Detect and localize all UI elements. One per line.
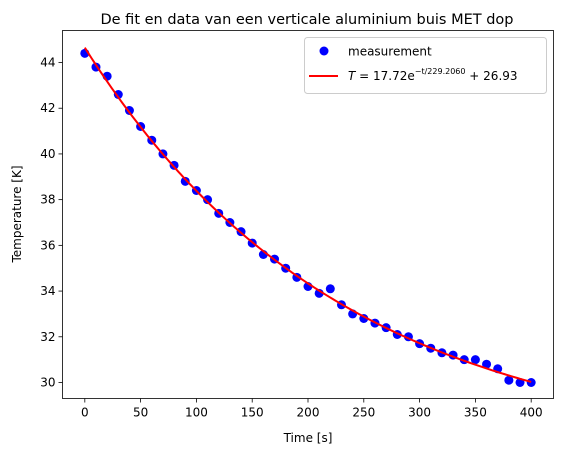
measurement-point: [325, 284, 335, 294]
legend-fit-eq: = 17.72e: [355, 69, 414, 83]
y-tick-label: 36: [40, 238, 55, 252]
y-tick-label: 32: [40, 330, 55, 344]
x-tick-label: 250: [352, 406, 375, 420]
measurement-point: [482, 359, 492, 369]
legend-fit-exponent: −t/229.2060: [415, 67, 466, 76]
x-tick-label: 200: [297, 406, 320, 420]
x-tick-label: 350: [464, 406, 487, 420]
y-axis-label: Temperature [K]: [10, 165, 24, 263]
x-tick-label: 300: [408, 406, 431, 420]
measurement-point: [470, 355, 480, 365]
legend-marker-measurement: [319, 46, 329, 56]
x-tick-label: 0: [81, 406, 89, 420]
measurement-point: [180, 176, 190, 186]
legend-label-fit: T = 17.72e−t/229.2060 + 26.93: [348, 67, 518, 83]
y-tick-label: 30: [40, 376, 55, 390]
y-tick-label: 40: [40, 147, 55, 161]
x-tick-label: 100: [185, 406, 208, 420]
x-axis-label: Time [s]: [283, 431, 333, 445]
legend: measurement T = 17.72e−t/229.2060 + 26.9…: [304, 37, 547, 94]
legend-frame: [304, 37, 547, 94]
measurement-point: [113, 90, 123, 99]
y-tick-label: 44: [40, 56, 55, 70]
y-tick-label: 34: [40, 284, 55, 298]
chart-title: De fit en data van een verticale alumini…: [100, 12, 513, 28]
x-tick-label: 50: [133, 406, 148, 420]
legend-fit-t: T: [348, 69, 357, 83]
measurement-point: [526, 378, 536, 387]
x-tick-label: 150: [241, 406, 264, 420]
legend-label-measurement: measurement: [348, 45, 432, 59]
y-tick-label: 38: [40, 193, 55, 207]
measurement-point: [203, 195, 213, 205]
measurement-point: [504, 375, 514, 385]
y-tick-label: 42: [40, 101, 55, 115]
legend-fit-tail: + 26.93: [465, 69, 517, 83]
x-tick-label: 400: [520, 406, 543, 420]
fit-line: [83, 47, 532, 383]
